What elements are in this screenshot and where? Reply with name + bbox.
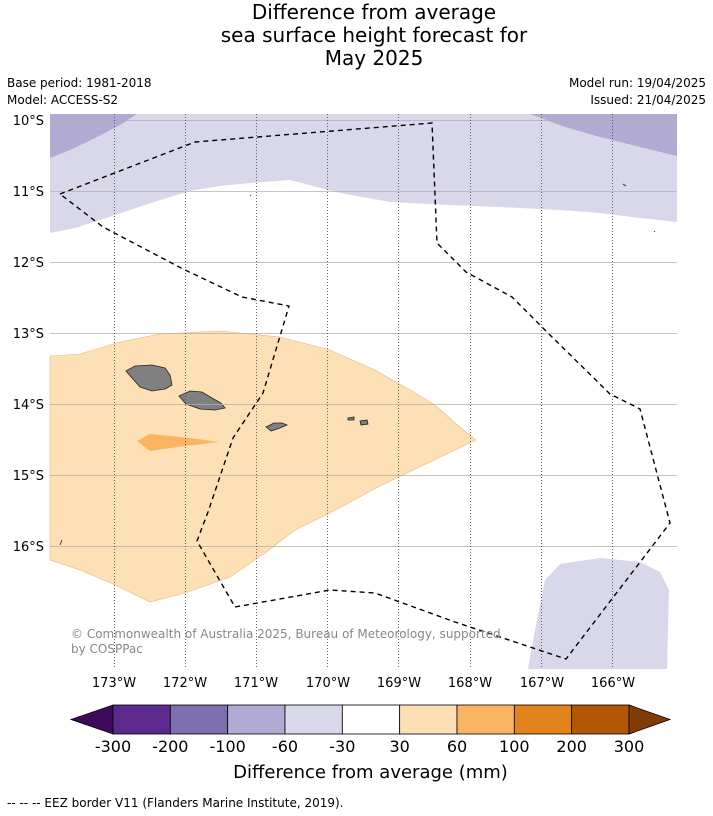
island-upolu bbox=[178, 390, 226, 411]
anomaly-region-mid-orange bbox=[137, 434, 219, 451]
model-name: Model: ACCESS-S2 bbox=[7, 93, 119, 107]
colorbar-segment bbox=[571, 704, 630, 735]
colorbar-tick-label: -60 bbox=[272, 737, 298, 756]
island-ofu bbox=[347, 416, 355, 421]
model-run: Model run: 19/04/2025 bbox=[568, 76, 706, 90]
colorbar-tick-label: -30 bbox=[329, 737, 355, 756]
lat-label-14s: 14°S bbox=[13, 398, 44, 413]
colorbar-tick-label: 200 bbox=[556, 737, 587, 756]
anomaly-region-light-purple-southeast bbox=[528, 558, 669, 669]
copyright-line-1: © Commonwealth of Australia 2025, Bureau… bbox=[71, 627, 501, 641]
colorbar-tick-label: -300 bbox=[95, 737, 131, 756]
lon-label-171w: 171°W bbox=[234, 676, 278, 691]
title-line-2: sea surface height forecast for bbox=[220, 23, 528, 47]
title-line-3: May 2025 bbox=[324, 46, 424, 70]
colorbar-tick-label: 300 bbox=[614, 737, 645, 756]
lon-label-172w: 172°W bbox=[163, 676, 207, 691]
eez-border bbox=[58, 122, 671, 660]
colorbar: -300 -200 -100 -60 -30 30 60 100 200 300 bbox=[69, 704, 672, 756]
lat-label-15s: 15°S bbox=[13, 469, 44, 484]
longitude-gridlines bbox=[114, 114, 613, 669]
lon-label-170w: 170°W bbox=[306, 676, 350, 691]
colorbar-title: Difference from average (mm) bbox=[233, 762, 508, 783]
island-tau bbox=[359, 419, 369, 426]
lat-label-16s: 16°S bbox=[13, 540, 44, 555]
colorbar-segment bbox=[456, 704, 515, 735]
lon-label-167w: 167°W bbox=[520, 676, 564, 691]
issued-date: Issued: 21/04/2025 bbox=[590, 93, 706, 107]
anomaly-region-mid-purple-northwest bbox=[50, 114, 137, 158]
island-savaii bbox=[125, 364, 173, 392]
island-swains-dots bbox=[59, 183, 656, 546]
colorbar-segment bbox=[341, 704, 401, 735]
lon-label-166w: 166°W bbox=[591, 676, 635, 691]
lat-label-12s: 12°S bbox=[13, 256, 44, 271]
lon-label-173w: 173°W bbox=[92, 676, 136, 691]
colorbar-extend-low bbox=[69, 704, 114, 735]
anomaly-region-light-purple-north bbox=[50, 114, 677, 233]
colorbar-segment bbox=[112, 704, 171, 735]
footer-note: -- -- -- EEZ border V11 (Flanders Marine… bbox=[7, 796, 344, 810]
lat-label-13s: 13°S bbox=[13, 327, 44, 342]
colorbar-tick-label: 100 bbox=[499, 737, 530, 756]
colorbar-tick-label: -200 bbox=[152, 737, 188, 756]
lat-label-10s: 10°S bbox=[13, 114, 44, 129]
colorbar-tick-label: -100 bbox=[210, 737, 246, 756]
longitude-labels: 173°W 172°W 171°W 170°W 169°W 168°W 167°… bbox=[92, 676, 635, 691]
colorbar-tick-label: 30 bbox=[389, 737, 409, 756]
colorbar-segment bbox=[169, 704, 229, 735]
title-line-1: Difference from average bbox=[251, 0, 497, 24]
copyright-line-2: by COSPPac bbox=[71, 642, 143, 656]
base-period: Base period: 1981-2018 bbox=[7, 76, 152, 90]
colorbar-segment bbox=[399, 704, 458, 735]
latitude-labels: 10°S 11°S 12°S 13°S 14°S 15°S 16°S bbox=[13, 114, 44, 555]
lon-label-169w: 169°W bbox=[377, 676, 421, 691]
anomaly-region-light-orange bbox=[49, 330, 477, 603]
anomaly-region-mid-purple-northeast bbox=[530, 114, 677, 156]
colorbar-extend-high bbox=[628, 704, 672, 735]
colorbar-segment bbox=[284, 704, 343, 735]
lat-label-11s: 11°S bbox=[13, 185, 44, 200]
colorbar-segment bbox=[513, 704, 573, 735]
island-tutuila bbox=[265, 422, 289, 432]
colorbar-tick-label: 60 bbox=[447, 737, 467, 756]
colorbar-segment bbox=[227, 704, 286, 735]
latitude-gridlines bbox=[50, 120, 677, 547]
lon-label-168w: 168°W bbox=[448, 676, 492, 691]
